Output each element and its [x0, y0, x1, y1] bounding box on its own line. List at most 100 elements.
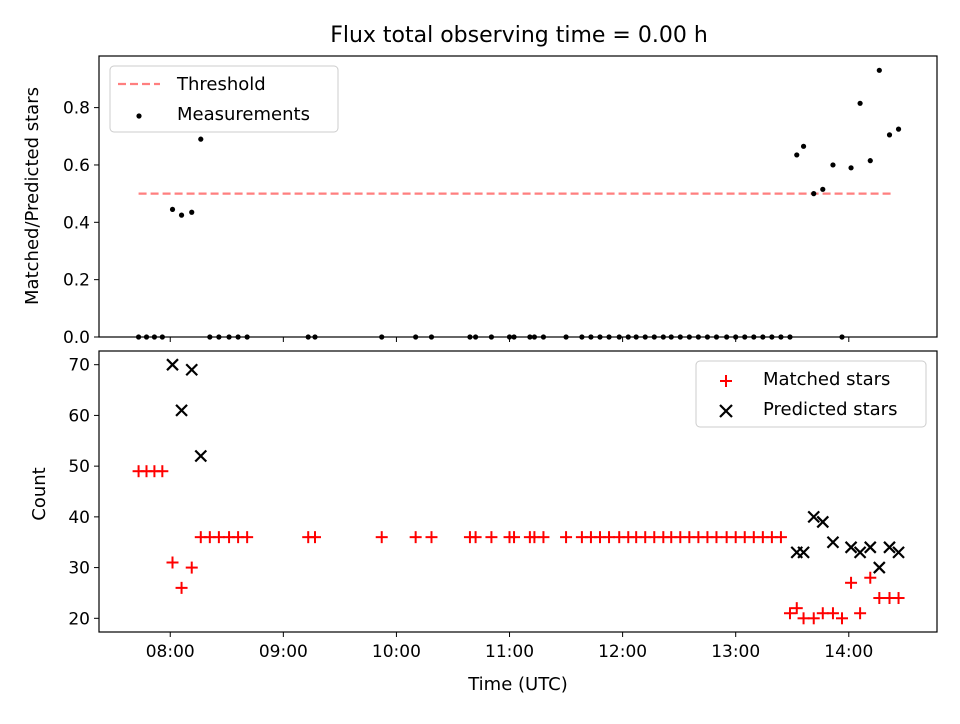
bottom-y-tick-label: 20 [68, 609, 90, 629]
measurement-point [794, 152, 800, 158]
predicted-star-point [844, 541, 858, 554]
bottom-y-tick-label: 30 [68, 559, 90, 579]
matched-star-point [790, 602, 803, 615]
matched-star-point [508, 531, 521, 544]
matched-star-point [560, 531, 573, 544]
top-x-ticks [169, 337, 850, 342]
chart-title: Flux total observing time = 0.00 h [330, 23, 708, 48]
measurement-point [169, 206, 176, 213]
measurement-point [178, 212, 185, 218]
predicted-star-point [816, 515, 830, 529]
measurements-legend-label: Measurements [177, 104, 310, 125]
matched-legend-marker [720, 375, 732, 387]
matched-star-point [826, 607, 839, 620]
matched-star-point [309, 531, 322, 544]
x-tick-label: 13:00 [711, 642, 760, 662]
x-tick-label: 12:00 [598, 642, 647, 662]
matched-star-point [409, 531, 422, 544]
matched-star-point [485, 531, 498, 544]
bottom-legend-box [695, 360, 927, 428]
matched-star-point [892, 592, 905, 605]
matched-star-point [783, 607, 796, 620]
top-y-ticks: 0.0 0.2 0.4 0.6 0.8 [63, 99, 99, 348]
top-y-tick-label: 0.6 [63, 156, 90, 176]
top-y-tick-label: 0.8 [63, 99, 90, 119]
predicted-star-point [863, 541, 877, 554]
measurement-point [876, 67, 882, 73]
predicted-star-point [883, 541, 896, 554]
measurement-point [867, 158, 873, 164]
predicted-star-point [175, 404, 188, 417]
measurement-point [189, 209, 195, 215]
bottom-plot-area [132, 358, 905, 625]
bottom-y-tick-label: 40 [68, 508, 90, 528]
predicted-legend-label: Predicted stars [763, 399, 897, 420]
matched-star-point [156, 465, 169, 478]
top-panel: 0.00.20.40.60.8 Matched/Predicted stars … [22, 55, 938, 348]
measurement-point [820, 186, 826, 192]
top-axes-frame [98, 55, 938, 338]
matched-star-point [241, 531, 254, 544]
top-legend-box [109, 65, 339, 133]
matched-star-point [185, 561, 198, 574]
matched-star-point [375, 531, 388, 544]
top-plot-area [135, 67, 902, 340]
x-axis-label: Time (UTC) [467, 674, 568, 695]
matched-star-point [175, 581, 188, 594]
bottom-y-tick-label: 50 [68, 457, 90, 477]
matched-star-point [166, 556, 179, 569]
measurement-point [811, 191, 817, 197]
matched-star-point [873, 592, 886, 605]
bottom-legend: Matched stars Predicted stars [695, 360, 927, 428]
threshold-legend-label: Threshold [176, 74, 266, 95]
bottom-x-ticks: 08:00 09:00 10:00 11:00 12:00 13:00 14:00 [146, 632, 873, 662]
predicted-star-point [166, 358, 179, 371]
predicted-star-point [826, 535, 840, 549]
matched-star-point [425, 531, 438, 544]
bottom-y-axis-label: Count [29, 467, 50, 520]
predicted-legend-marker [719, 404, 733, 418]
matched-star-point [603, 531, 616, 544]
x-tick-label: 14:00 [824, 642, 873, 662]
bottom-panel: 20 30 40 50 60 70 08:00 09:00 10:00 11:00 12:00 13… [29, 350, 938, 695]
measurement-point [198, 136, 204, 142]
matched-star-point [537, 531, 550, 544]
measurement-point [830, 162, 836, 168]
predicted-star-point [807, 510, 821, 524]
matched-star-point [807, 612, 820, 625]
matched-star-point [710, 531, 723, 544]
matched-star-point [845, 576, 858, 589]
x-tick-label: 11:00 [485, 642, 534, 662]
top-y-axis-label: Matched/Predicted stars [22, 87, 43, 305]
x-tick-label: 09:00 [259, 642, 308, 662]
predicted-star-point [194, 449, 208, 463]
matched-star-point [797, 612, 810, 625]
bottom-y-tick-label: 60 [68, 406, 90, 426]
matched-star-point [212, 531, 225, 544]
measurement-point [848, 165, 854, 171]
measurement-point [886, 132, 893, 138]
top-legend: Threshold Measurements [109, 65, 339, 133]
bottom-y-ticks: 20 30 40 50 60 70 [68, 356, 99, 629]
matched-star-point [854, 607, 867, 620]
measurement-point [800, 143, 807, 149]
x-tick-label: 10:00 [372, 642, 421, 662]
matched-star-point [469, 531, 482, 544]
predicted-star-point [892, 546, 905, 559]
matched-star-point [864, 571, 877, 584]
top-y-tick-label: 0.0 [63, 328, 90, 348]
bottom-y-tick-label: 70 [68, 356, 90, 376]
matched-star-point [816, 607, 829, 620]
matched-legend-label: Matched stars [763, 369, 890, 390]
matched-star-point [774, 531, 787, 544]
measurement-point [857, 100, 863, 106]
measurements-legend-marker [136, 113, 142, 119]
predicted-star-point [853, 546, 867, 559]
bottom-axes-frame [98, 350, 938, 633]
matched-star-point [836, 612, 849, 625]
measurement-point [895, 126, 902, 132]
x-tick-label: 08:00 [146, 642, 195, 662]
predicted-star-point [797, 546, 810, 559]
top-y-tick-label: 0.4 [63, 213, 90, 233]
